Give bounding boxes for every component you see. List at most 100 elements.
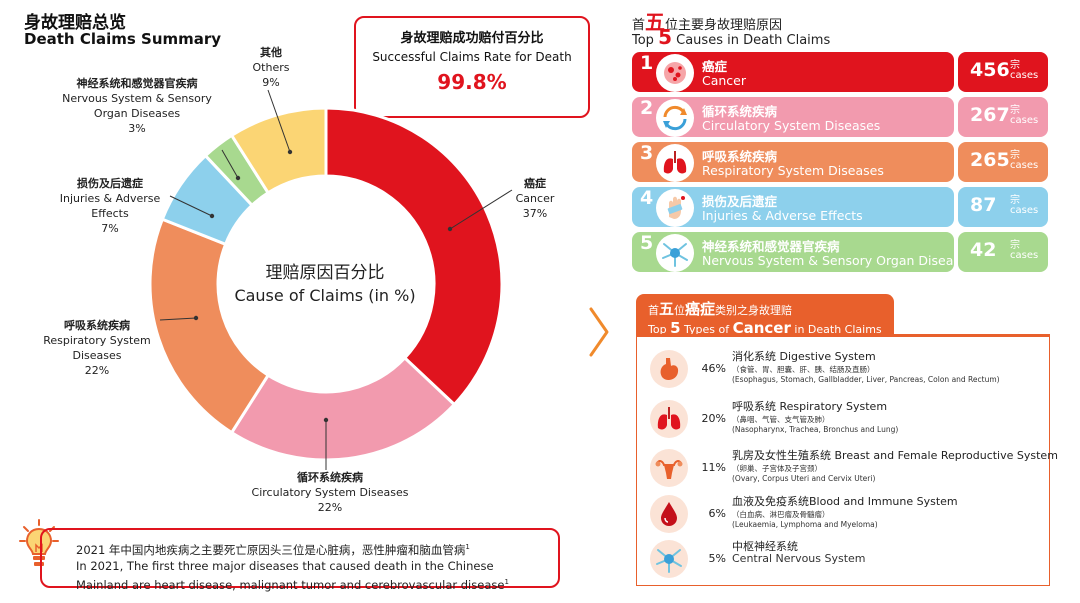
leader-line xyxy=(221,149,239,179)
cause-of-claims-donut xyxy=(148,89,513,470)
slice-label-circulatory: 循环系统疾病 Circulatory System Diseases 22% xyxy=(230,470,430,515)
ct-title-en-post: in Death Claims xyxy=(794,323,882,336)
cancer-types-panel xyxy=(636,334,1050,586)
chevron-right-icon xyxy=(589,307,609,357)
top5-title-cn-num: 五 xyxy=(645,10,666,34)
cancer-type-sub-cn: （鼻咽、气管、支气管及肺） xyxy=(732,415,830,424)
lungs-icon xyxy=(650,400,688,438)
slice-label-cn: 癌症 xyxy=(524,177,546,190)
cause-count: 267 xyxy=(970,104,1010,126)
neuron-icon xyxy=(656,234,694,272)
neuron-icon xyxy=(650,540,688,578)
slice-label-pct: 37% xyxy=(522,207,548,220)
cancer-type-pct: 46% xyxy=(701,362,726,375)
ct-title-en-key: Cancer xyxy=(732,319,791,337)
ct-title-en-num: 5 xyxy=(670,319,681,337)
top5-causes-title-en: Top 5 Causes in Death Claims xyxy=(632,25,830,49)
cancer-types-header: 首五位癌症类别之身故理赔 Top 5 Types of Cancer in De… xyxy=(636,294,894,337)
slice-label-nervous: 神经系统和感觉器官疾病 Nervous System & Sensory Org… xyxy=(60,76,214,136)
count-unit-en: cases xyxy=(1010,70,1039,81)
cancer-type-name: 中枢神经系统 xyxy=(732,540,798,553)
bandaged-hand-icon xyxy=(656,189,694,227)
cancer-type-sub-cn: （卵巢、子宫体及子宫颈） xyxy=(732,464,822,473)
cause-row-respiratory: 3 呼吸系统疾病 Respiratory System Diseases 265… xyxy=(632,142,1048,182)
success-rate-title-en: Successful Claims Rate for Death xyxy=(372,50,572,64)
leader-dot xyxy=(287,149,293,155)
cancer-type-row-digestive: 46% 消化系统 Digestive System （食管、胃、胆囊、肝、胰、结… xyxy=(650,348,1050,394)
cause-count: 87 xyxy=(970,194,997,216)
slice-label-others: 其他 Others 9% xyxy=(236,45,306,90)
ct-title-cn-num: 五 xyxy=(659,300,675,318)
cancer-type-sub-en: (Leukaemia, Lymphoma and Myeloma) xyxy=(732,520,878,529)
donut-center-title: 理赔原因百分比 xyxy=(265,263,385,283)
cancer-type-pct: 20% xyxy=(701,412,726,425)
leader-line xyxy=(159,317,197,321)
cause-count-box: 265 宗 cases xyxy=(958,142,1048,182)
slice-label-injuries: 损伤及后遗症 Injuries & Adverse Effects 7% xyxy=(54,176,166,236)
cause-name-cn: 循环系统疾病 xyxy=(702,104,778,119)
leader-dot xyxy=(323,417,329,423)
ct-title-cn-mid: 位 xyxy=(674,304,686,317)
cause-rank: 3 xyxy=(640,142,654,164)
donut-slice-cancer xyxy=(324,106,504,407)
page-title-cn: 身故理赔总览 xyxy=(24,13,126,33)
count-unit-cn: 宗 xyxy=(1010,150,1020,161)
cause-row-injuries: 4 损伤及后遗症 Injuries & Adverse Effects 87 宗… xyxy=(632,187,1048,227)
success-rate-box: 身故理赔成功赔付百分比 Successful Claims Rate for D… xyxy=(354,16,590,118)
leader-line xyxy=(169,195,213,217)
leader-line xyxy=(449,189,513,230)
donut-center-subtitle: Cause of Claims (in %) xyxy=(234,286,416,305)
cause-name-cn: 神经系统和感觉器官疾病 xyxy=(702,239,840,254)
cause-count: 42 xyxy=(970,239,997,261)
cause-name-en: Circulatory System Diseases xyxy=(702,118,881,133)
ct-title-cn-post: 类别之身故理赔 xyxy=(715,304,793,317)
leader-dot xyxy=(447,226,453,232)
lungs-icon xyxy=(656,144,694,182)
slice-label-cn: 其他 xyxy=(260,46,282,59)
donut-slice-circulatory-system-diseases xyxy=(229,355,457,462)
cancer-type-name: 乳房及女性生殖系统 Breast and Female Reproductive… xyxy=(732,449,1058,462)
slice-label-cn: 呼吸系统疾病 xyxy=(64,319,130,332)
slice-label-respiratory: 呼吸系统疾病 Respiratory System Diseases 22% xyxy=(42,318,152,378)
slice-label-pct: 7% xyxy=(101,222,119,235)
cause-count-box: 42 宗 cases xyxy=(958,232,1048,272)
count-unit-en: cases xyxy=(1010,250,1039,261)
cause-row-circulatory: 2 循环系统疾病 Circulatory System Diseases 267… xyxy=(632,97,1048,137)
cancer-type-sub-en: (Esophagus, Stomach, Gallbladder, Liver,… xyxy=(732,375,1000,384)
cancer-type-name: 血液及免疫系统Blood and Immune System xyxy=(732,495,958,508)
cancer-types-title-en: Top 5 Types of Cancer in Death Claims xyxy=(648,319,894,337)
ct-title-en-mid: Types of xyxy=(684,323,730,336)
note-footnote-en: 1 xyxy=(504,577,509,586)
cause-count: 456 xyxy=(970,59,1010,81)
circulation-arrows-icon xyxy=(656,99,694,137)
success-rate-title-cn: 身故理赔成功赔付百分比 xyxy=(400,31,544,46)
cancer-type-row-cns: 5% 中枢神经系统 Central Nervous System xyxy=(650,538,1050,584)
slice-label-cn: 神经系统和感觉器官疾病 xyxy=(76,77,198,90)
leader-dot xyxy=(235,175,241,181)
slice-label-en: Respiratory System Diseases xyxy=(43,334,151,362)
count-unit-cn: 宗 xyxy=(1010,60,1020,71)
cause-name-cn: 癌症 xyxy=(702,59,728,74)
donut-slice-others xyxy=(229,106,328,195)
slice-label-en: Injuries & Adverse Effects xyxy=(59,192,161,220)
top5-title-en-pre: Top xyxy=(632,33,654,48)
slice-label-cancer: 癌症 Cancer 37% xyxy=(500,176,570,221)
cancer-type-pct: 6% xyxy=(708,507,726,520)
top5-title-cn-post: 位主要身故理赔原因 xyxy=(665,18,783,33)
cancer-cell-icon xyxy=(656,54,694,92)
cancer-type-sub-cn: （食管、胃、胆囊、肝、胰、结肠及直肠） xyxy=(732,365,875,374)
cause-name-en: Cancer xyxy=(702,73,747,88)
slice-label-cn: 损伤及后遗症 xyxy=(77,177,143,190)
cause-name-cn: 损伤及后遗症 xyxy=(702,194,778,209)
top5-causes-title-cn: 首五位主要身故理赔原因 xyxy=(632,6,782,35)
cause-count-box: 456 宗 cases xyxy=(958,52,1048,92)
success-rate-value: 99.8% xyxy=(437,70,507,94)
count-unit-cn: 宗 xyxy=(1010,105,1020,116)
slice-label-cn: 循环系统疾病 xyxy=(297,471,363,484)
slice-label-en: Nervous System & Sensory Organ Diseases xyxy=(62,92,212,120)
ct-title-cn-pre: 首 xyxy=(648,304,659,317)
stomach-icon xyxy=(650,350,688,388)
cause-count-box: 267 宗 cases xyxy=(958,97,1048,137)
slice-label-en: Cancer xyxy=(515,192,555,205)
cause-rank: 1 xyxy=(640,52,654,74)
